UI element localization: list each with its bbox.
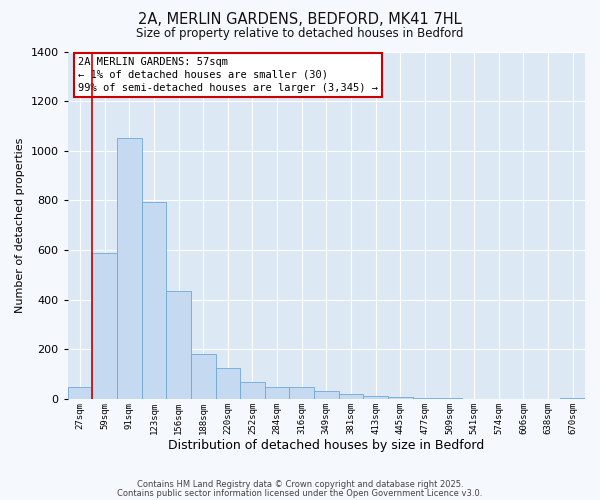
X-axis label: Distribution of detached houses by size in Bedford: Distribution of detached houses by size … — [168, 440, 484, 452]
Bar — [92, 252, 117, 399]
Bar — [314, 392, 338, 399]
Bar — [560, 398, 585, 399]
Bar — [388, 398, 413, 399]
Y-axis label: Number of detached properties: Number of detached properties — [15, 138, 25, 313]
Bar — [215, 368, 240, 399]
Bar — [68, 386, 92, 399]
Bar — [166, 291, 191, 399]
Bar — [117, 138, 142, 399]
Text: Contains HM Land Registry data © Crown copyright and database right 2025.: Contains HM Land Registry data © Crown c… — [137, 480, 463, 489]
Bar — [338, 394, 364, 399]
Bar — [413, 398, 437, 399]
Text: Size of property relative to detached houses in Bedford: Size of property relative to detached ho… — [136, 28, 464, 40]
Bar — [240, 382, 265, 399]
Text: Contains public sector information licensed under the Open Government Licence v3: Contains public sector information licen… — [118, 488, 482, 498]
Bar — [289, 386, 314, 399]
Bar — [142, 202, 166, 399]
Text: 2A, MERLIN GARDENS, BEDFORD, MK41 7HL: 2A, MERLIN GARDENS, BEDFORD, MK41 7HL — [138, 12, 462, 28]
Text: 2A MERLIN GARDENS: 57sqm
← 1% of detached houses are smaller (30)
99% of semi-de: 2A MERLIN GARDENS: 57sqm ← 1% of detache… — [78, 56, 378, 93]
Bar — [364, 396, 388, 399]
Bar — [265, 386, 289, 399]
Bar — [191, 354, 215, 399]
